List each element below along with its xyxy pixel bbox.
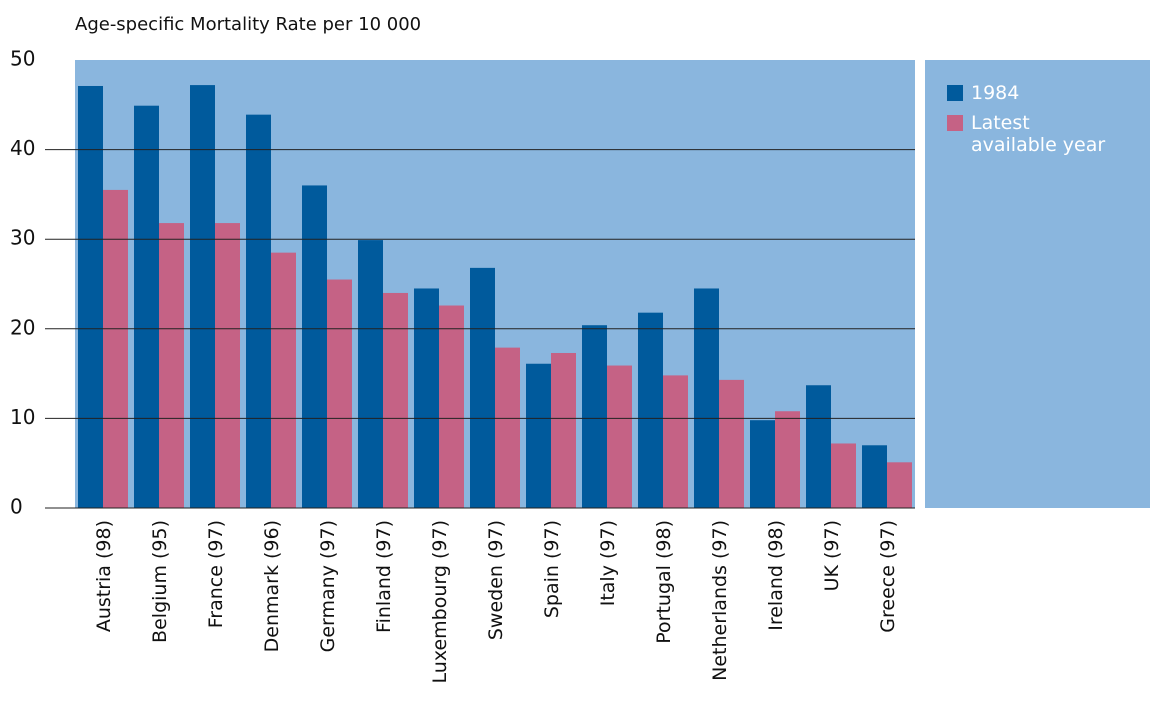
legend: 1984 Latest available year [925,60,1150,508]
bar [215,223,240,508]
x-tick-label: Netherlands (97) [709,520,731,681]
bar [638,312,663,508]
bar [190,85,215,508]
y-tick-label: 20 [10,315,35,339]
x-tick-label: Ireland (98) [765,520,787,631]
bar [439,305,464,508]
y-tick-label: 10 [10,405,35,429]
y-tick-label: 0 [10,495,23,519]
legend-label: Latest available year [971,112,1106,156]
bar [663,375,688,508]
legend-swatch [947,115,963,131]
x-tick-label: Luxembourg (97) [429,520,451,683]
x-tick-label: Portugal (98) [653,520,675,644]
bar [862,445,887,508]
x-tick-label: Sweden (97) [485,520,507,640]
x-tick-label: Austria (98) [93,520,115,632]
bar [470,267,495,508]
legend-item: Latest available year [947,112,1147,156]
x-tick-label: UK (97) [821,520,843,591]
x-tick-label: Spain (97) [541,520,563,618]
bar [358,240,383,508]
bar [887,462,912,508]
legend-label: 1984 [971,82,1020,104]
x-tick-label: Denmark (96) [261,520,283,652]
x-tick-label: Finland (97) [373,520,395,633]
bar [103,189,128,509]
y-tick-label: 50 [10,47,35,71]
bar [750,420,775,508]
x-tick-label: Italy (97) [597,520,619,606]
bar [159,223,184,508]
bar [775,411,800,508]
bar [495,347,520,508]
bar [551,352,576,508]
x-tick-label: Belgium (95) [149,520,171,643]
bar [302,185,327,508]
bar [607,365,632,508]
bar [806,385,831,508]
x-tick-label: France (97) [205,520,227,628]
bar [78,85,103,508]
bar [327,279,352,508]
x-tick-label: Germany (97) [317,520,339,652]
y-tick-label: 30 [10,226,35,250]
bar [694,288,719,508]
bar [582,325,607,508]
bar [414,288,439,508]
bar [271,252,296,508]
bar [831,443,856,508]
bar [134,105,159,509]
bar [383,292,408,508]
chart-title: Age-specific Mortality Rate per 10 000 [75,14,421,35]
bar [719,379,744,508]
legend-swatch [947,85,963,101]
x-tick-label: Greece (97) [877,520,899,633]
y-tick-label: 40 [10,136,35,160]
bar [526,363,551,508]
legend-item: 1984 [947,82,1147,104]
bar [246,114,271,508]
